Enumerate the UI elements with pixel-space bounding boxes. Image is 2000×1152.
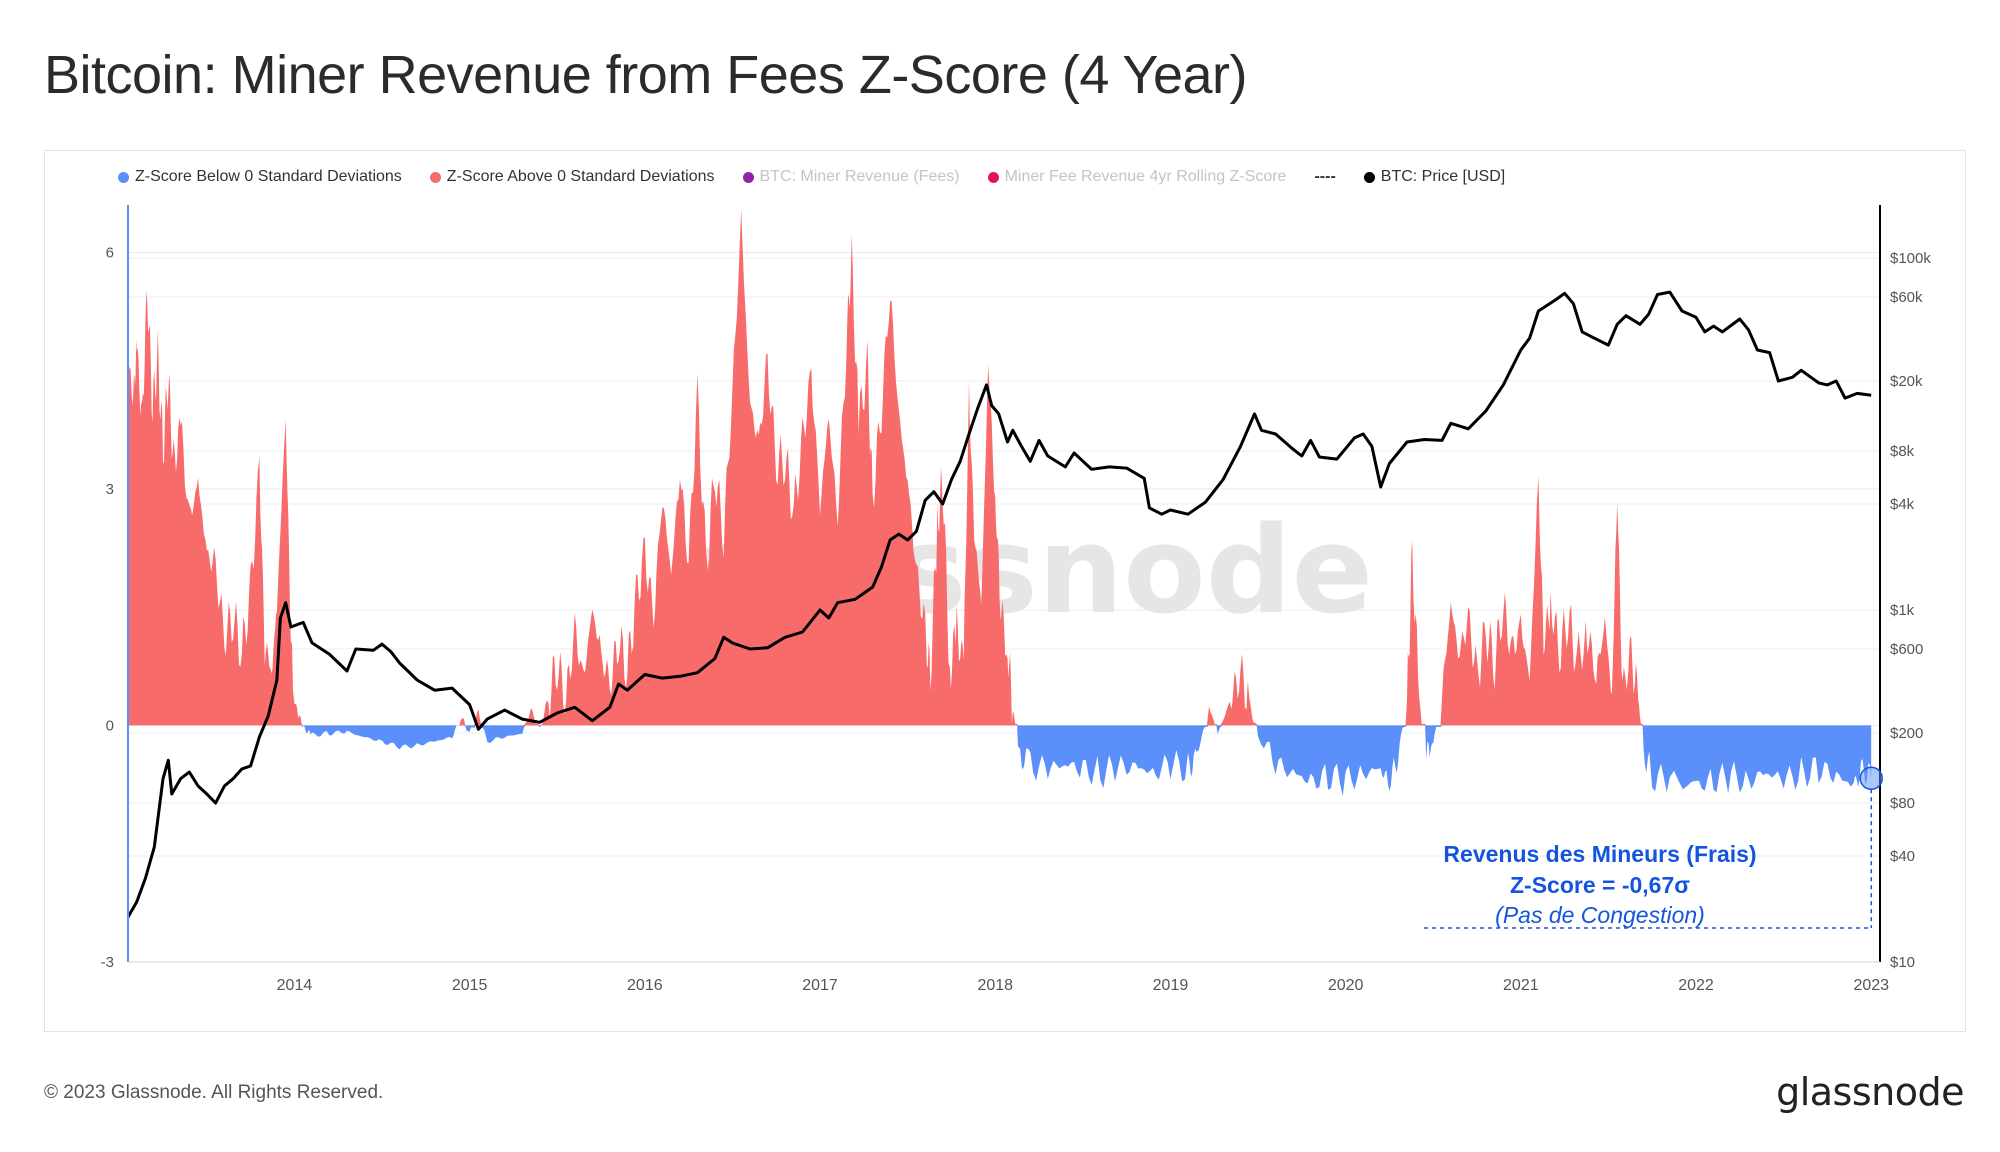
y-left-tick-label: 6 (106, 244, 114, 261)
y-right-tick-label: $8k (1890, 443, 1915, 460)
x-tick-label: 2023 (1853, 977, 1889, 994)
x-tick-label: 2018 (977, 977, 1013, 994)
annotation-value: Z-Score = -0,67σ (1510, 872, 1690, 898)
y-left-tick-label: 3 (106, 481, 114, 498)
legend-dot-icon (118, 171, 129, 183)
legend-item-rolling-zscore[interactable]: Miner Fee Revenue 4yr Rolling Z-Score (987, 168, 1287, 186)
copyright-footer: © 2023 Glassnode. All Rights Reserved. (44, 1082, 384, 1103)
legend-item-below-zero[interactable]: Z-Score Below 0 Standard Deviations (118, 168, 402, 186)
zscore-above-area (128, 209, 1872, 726)
y-right-tick-label: $10 (1890, 954, 1915, 971)
x-tick-label: 2022 (1678, 977, 1714, 994)
legend-dot-icon (987, 171, 999, 183)
y-right-tick-label: $80 (1890, 795, 1915, 812)
legend-label: ---- (1314, 168, 1336, 185)
legend-item-above-zero[interactable]: Z-Score Above 0 Standard Deviations (429, 168, 715, 186)
legend-label: BTC: Miner Revenue (Fees) (759, 168, 960, 185)
y-right-tick-label: $4k (1890, 496, 1915, 513)
y-right-tick-label: $40 (1890, 848, 1915, 865)
btc-price-line (126, 290, 1872, 918)
legend-item-dashed[interactable]: ---- (1314, 168, 1335, 186)
legend-label: Miner Fee Revenue 4yr Rolling Z-Score (1004, 168, 1287, 185)
x-tick-label: 2020 (1328, 977, 1364, 994)
legend-dot-icon (742, 171, 754, 183)
annotation-title: Revenus des Mineurs (Frais) (1443, 841, 1756, 867)
y-right-tick-label: $600 (1890, 641, 1923, 658)
legend-label: Z-Score Below 0 Standard Deviations (135, 168, 402, 185)
legend-item-miner-revenue[interactable]: BTC: Miner Revenue (Fees) (742, 168, 960, 186)
x-tick-label: 2014 (277, 977, 313, 994)
legend-label: Z-Score Above 0 Standard Deviations (446, 168, 715, 185)
annotation-note: (Pas de Congestion) (1495, 902, 1705, 928)
x-tick-label: 2015 (452, 977, 488, 994)
annotation-marker (1859, 766, 1883, 791)
brand-logo: glassnode (1776, 1070, 1964, 1114)
y-right-tick-label: $200 (1890, 725, 1923, 742)
page-title: Bitcoin: Miner Revenue from Fees Z-Score… (44, 45, 1248, 105)
y-right-tick-label: $100k (1890, 250, 1931, 267)
x-tick-label: 2019 (1153, 977, 1189, 994)
chart-frame (44, 150, 1966, 1032)
x-tick-label: 2017 (802, 977, 838, 994)
zscore-below-area (128, 725, 1872, 797)
legend-dot-icon (429, 171, 441, 183)
chart-legend: Z-Score Below 0 Standard Deviations Z-Sc… (118, 166, 1533, 188)
x-tick-label: 2021 (1503, 977, 1539, 994)
y-right-tick-label: $1k (1890, 602, 1915, 619)
x-tick-label: 2016 (627, 977, 663, 994)
legend-item-btc-price[interactable]: BTC: Price [USD] (1363, 168, 1506, 186)
y-left-tick-label: 0 (106, 717, 114, 734)
legend-dot-icon (1363, 171, 1375, 183)
y-right-tick-label: $20k (1890, 373, 1923, 390)
y-left-tick-label: -3 (101, 954, 114, 971)
y-right-tick-label: $60k (1890, 289, 1923, 306)
legend-label: BTC: Price [USD] (1380, 168, 1506, 185)
